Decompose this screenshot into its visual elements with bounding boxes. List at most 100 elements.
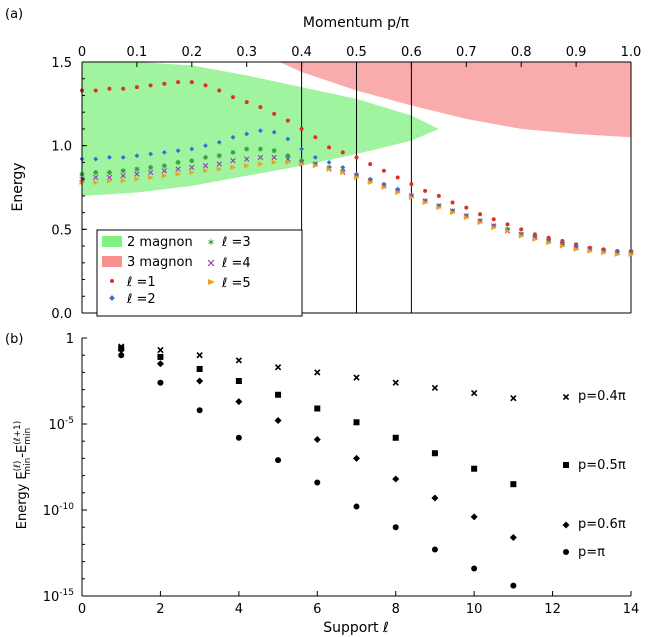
a-point-s2-4 <box>134 153 140 159</box>
a-point-s1-21 <box>368 162 373 167</box>
a-point-s3-9 <box>203 154 209 160</box>
a-point-s1-23 <box>395 175 400 180</box>
panel-a-label: (a) <box>5 7 23 22</box>
a-point-s1-13 <box>258 105 263 110</box>
a-point-s5-22 <box>381 185 387 190</box>
a-point-s3-4 <box>134 166 140 172</box>
a-point-s5-19 <box>340 169 346 175</box>
legend-l5: ℓ =5 <box>221 276 251 291</box>
b-point-s4-3 <box>235 434 242 441</box>
b-label-marker-2 <box>562 521 570 529</box>
b-point-s2-10 <box>510 481 517 488</box>
panel-b-xlabel: Support ℓ <box>323 620 389 636</box>
a-point-s5-39 <box>614 251 621 257</box>
legend-marker-l4 <box>207 259 215 267</box>
a-point-s2-12 <box>244 131 250 137</box>
a-point-s1-4 <box>134 85 139 90</box>
a-xtick-label-9: 0.9 <box>566 45 587 60</box>
a-point-s1-25 <box>423 188 428 193</box>
a-point-s5-35 <box>559 243 566 249</box>
legend-marker-l1 <box>110 279 114 283</box>
a-point-s4-3 <box>120 173 126 179</box>
b-point-s4-4 <box>275 457 282 464</box>
legend-swatch-2magnon <box>102 236 122 247</box>
a-xtick-label-6: 0.6 <box>401 45 422 60</box>
a-xtick-label-7: 0.7 <box>456 45 477 60</box>
a-point-s1-15 <box>285 118 290 123</box>
a-point-s5-9 <box>203 168 209 174</box>
panel-b-ylabel: Energy E(ℓ)min-E(ℓ+1)min <box>13 421 33 530</box>
a-point-s4-7 <box>175 166 181 172</box>
b-label-marker-0 <box>562 393 570 401</box>
a-point-s4-13 <box>257 154 264 161</box>
a-point-s2-11 <box>230 134 236 140</box>
a-point-s4-5 <box>147 169 154 176</box>
a-point-s4-14 <box>271 154 277 161</box>
a-xtick-label-1: 0.1 <box>127 45 148 60</box>
a-point-s5-37 <box>587 248 593 254</box>
b-point-s4-8 <box>431 546 438 553</box>
panel-b-axes: 0 2 4 6 8 10 12 14 1 10-5 10-10 10-15 <box>43 332 640 617</box>
a-xtick-label-3: 0.3 <box>236 45 257 60</box>
a-point-s5-17 <box>312 163 319 169</box>
a-point-s5-25 <box>422 200 429 206</box>
b-point-s1-5 <box>314 369 321 376</box>
a-point-s1-20 <box>354 155 359 160</box>
a-point-s1-11 <box>230 95 235 100</box>
b-point-s4-9 <box>471 565 478 572</box>
legend-l1: ℓ =1 <box>126 275 156 290</box>
a-ytick-label-1: 0.5 <box>51 223 72 238</box>
legend-marker-l5 <box>208 279 215 285</box>
panel-a-axes: 0 0.1 0.2 0.3 0.4 0.5 0.6 0.7 0.8 0.9 1.0 0.0 0.5 1.0… <box>51 45 641 322</box>
b-point-s4-10 <box>510 582 517 589</box>
a-point-s2-16 <box>299 146 304 152</box>
a-point-s1-17 <box>313 135 318 140</box>
b-point-s3-7 <box>392 475 400 483</box>
a-point-s1-35 <box>560 239 565 244</box>
legend-box <box>96 229 303 317</box>
legend-l3: ℓ =3 <box>221 235 251 250</box>
a-point-s5-27 <box>450 210 456 216</box>
a-point-s5-31 <box>504 228 511 234</box>
a-point-s3-7 <box>175 159 181 165</box>
a-point-s1-33 <box>532 232 537 237</box>
a-point-s1-5 <box>148 83 153 88</box>
b-point-s4-1 <box>157 379 164 386</box>
a-point-s5-24 <box>408 195 415 201</box>
a-point-s2-17 <box>312 154 318 160</box>
a-point-s2-3 <box>120 154 126 160</box>
a-point-s1-14 <box>272 111 277 116</box>
b-xtick-label-1: 2 <box>156 602 164 617</box>
b-xtick-label-4: 8 <box>392 602 400 617</box>
a-point-s5-5 <box>148 174 154 180</box>
a-point-s3-5 <box>148 164 154 170</box>
b-point-s2-7 <box>392 434 399 441</box>
a-point-s2-6 <box>161 149 167 155</box>
a-point-s3-19 <box>340 168 346 174</box>
b-point-s1-10 <box>510 395 517 402</box>
a-point-s5-15 <box>285 159 291 165</box>
a-point-s2-1 <box>93 156 99 162</box>
a-point-s5-11 <box>230 164 236 170</box>
label-p04: p=0.4π <box>578 389 626 404</box>
b-point-s3-1 <box>156 360 164 368</box>
a-point-s2-5 <box>148 151 154 157</box>
a-point-s1-10 <box>217 88 222 93</box>
b-point-s3-3 <box>235 398 243 406</box>
a-point-s4-12 <box>244 156 250 162</box>
b-point-s3-9 <box>470 513 478 521</box>
a-point-s1-31 <box>505 222 510 227</box>
a-point-s1-26 <box>436 193 441 198</box>
b-label-marker-3 <box>563 549 569 555</box>
b-point-s4-0 <box>118 352 125 359</box>
b-xtick-label-6: 12 <box>544 602 561 617</box>
panel-b-label: (b) <box>5 332 23 347</box>
b-point-s2-3 <box>235 378 242 384</box>
b-point-s1-7 <box>392 379 399 386</box>
b-label-marker-1 <box>563 462 569 468</box>
b-point-s4-2 <box>196 407 203 414</box>
a-point-s4-6 <box>161 168 168 174</box>
a-point-s5-13 <box>257 161 264 167</box>
a-point-s1-3 <box>121 86 126 91</box>
